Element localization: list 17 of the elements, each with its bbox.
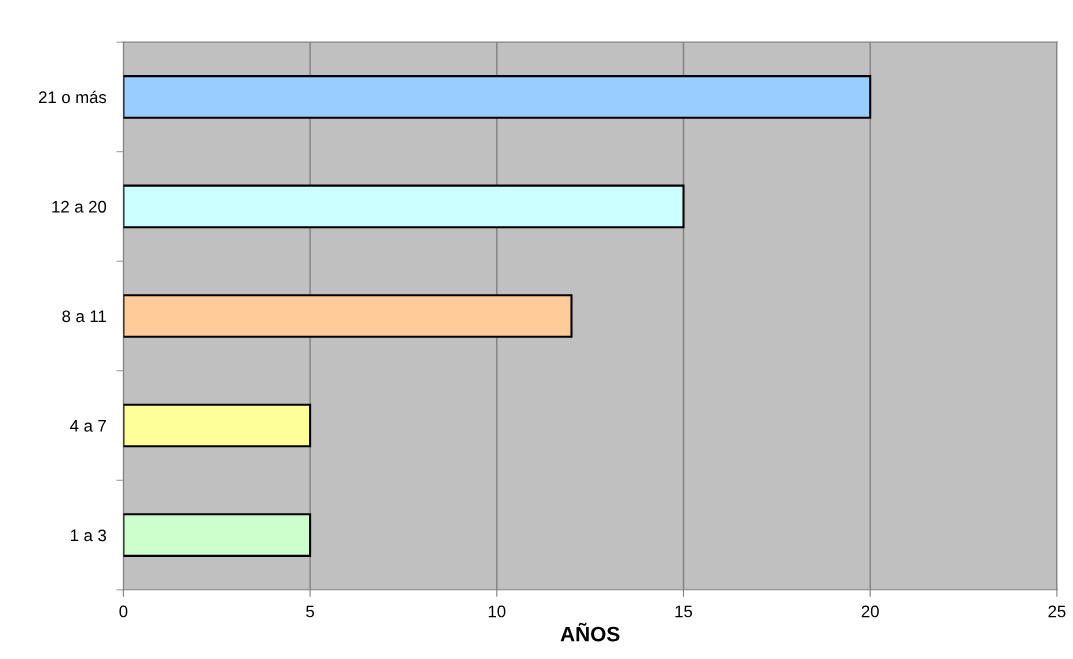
y-tick-label: 4 a 7 [70, 420, 106, 432]
x-tick-label: 10 [488, 605, 506, 618]
y-tick-label: 21 o más [39, 90, 107, 104]
y-tick-label: 12 a 20 [52, 200, 107, 213]
bar [123, 75, 872, 119]
x-tick-label: 5 [306, 605, 315, 618]
bar [123, 294, 573, 338]
x-tick-label: 15 [675, 605, 693, 618]
y-tick-label: 1 a 3 [70, 529, 106, 542]
x-axis-title: AÑOS [560, 622, 620, 642]
bar [123, 513, 312, 557]
y-tick-label: 8 a 11 [62, 310, 106, 323]
x-tick-label: 20 [861, 605, 879, 618]
bar [123, 403, 312, 448]
x-tick-label: 25 [1048, 605, 1066, 618]
x-tick-label: 0 [119, 605, 128, 618]
bar [123, 184, 685, 229]
